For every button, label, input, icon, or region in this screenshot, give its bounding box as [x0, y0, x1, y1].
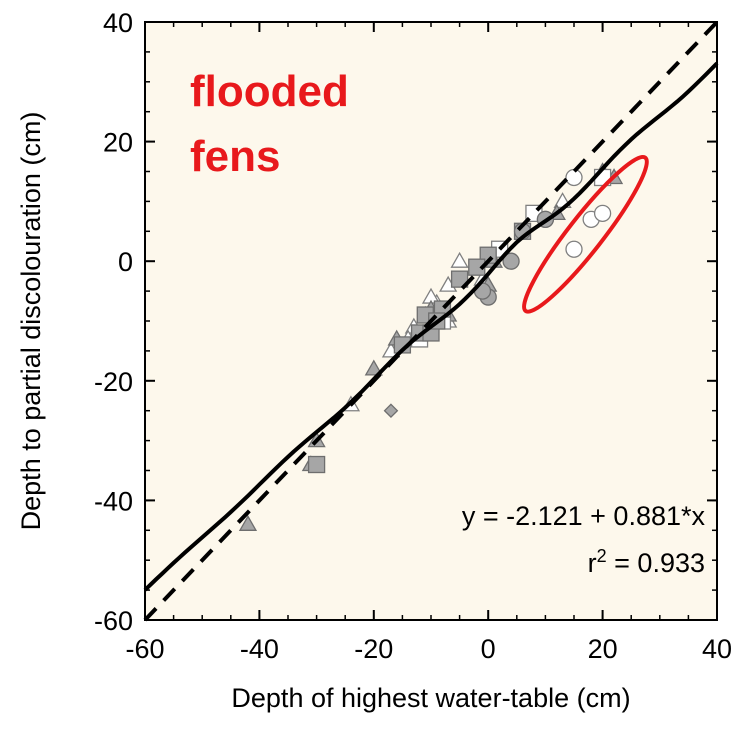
regression-line	[143, 61, 719, 592]
r-squared-value: = 0.933	[607, 548, 705, 578]
y-tick-label: -40	[94, 486, 133, 516]
x-tick-label: 40	[702, 634, 732, 664]
data-point-circle	[502, 252, 520, 270]
flooded-fens-ellipse	[522, 154, 649, 314]
data-point-circle	[565, 240, 583, 258]
x-tick-label: 20	[588, 634, 618, 664]
x-tick-label: 0	[481, 634, 496, 664]
identity-line	[143, 20, 719, 622]
data-point-triangle	[364, 359, 383, 376]
annotation-flooded: flooded	[190, 67, 349, 116]
data-point-square	[307, 455, 326, 474]
annotation-fens: fens	[190, 132, 280, 181]
y-axis-label: Depth to partial discolouration (cm)	[16, 112, 46, 531]
x-axis-label: Depth of highest water-table (cm)	[231, 683, 630, 713]
y-tick-labels: -60 -40 -20 0 20 40	[94, 8, 133, 636]
r-squared-prefix: r	[588, 548, 597, 578]
y-tick-label: 40	[103, 8, 133, 38]
x-tick-label: -20	[354, 634, 393, 664]
x-tick-labels: -60 -40 -20 0 20 40	[125, 634, 732, 664]
r-squared: r2 = 0.933	[588, 546, 705, 578]
data-point-square	[450, 270, 469, 288]
r-squared-superscript: 2	[597, 546, 607, 566]
y-tick-label: 0	[118, 247, 133, 277]
data-point-triangle	[238, 515, 258, 531]
y-tick-label: 20	[103, 128, 133, 158]
data-point-circle	[593, 204, 612, 223]
data-point-diamond	[383, 403, 399, 419]
x-tick-label: -60	[125, 634, 164, 664]
regression-equation: y = -2.121 + 0.881*x	[462, 501, 706, 531]
x-tick-label: -40	[240, 634, 279, 664]
y-tick-label: -60	[94, 606, 133, 636]
data-point-circle	[565, 168, 583, 187]
data-point-triangle	[450, 251, 469, 268]
y-tick-label: -20	[94, 367, 133, 397]
